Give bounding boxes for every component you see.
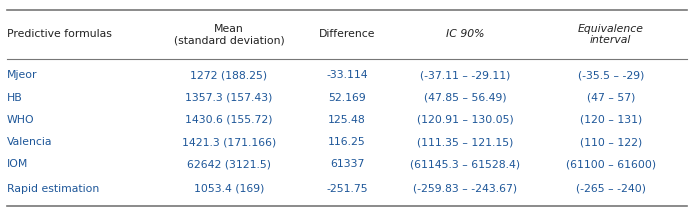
Text: 1272 (188.25): 1272 (188.25) xyxy=(190,70,268,80)
Text: Mean
(standard deviation): Mean (standard deviation) xyxy=(174,24,285,45)
Text: 62642 (3121.5): 62642 (3121.5) xyxy=(187,159,271,169)
Text: (-37.11 – -29.11): (-37.11 – -29.11) xyxy=(420,70,510,80)
Text: (61100 – 61600): (61100 – 61600) xyxy=(566,159,656,169)
Text: Equivalence
interval: Equivalence interval xyxy=(577,24,644,45)
Text: (61145.3 – 61528.4): (61145.3 – 61528.4) xyxy=(410,159,520,169)
Text: 1430.6 (155.72): 1430.6 (155.72) xyxy=(185,115,273,125)
Text: 1421.3 (171.166): 1421.3 (171.166) xyxy=(182,137,276,147)
Text: WHO: WHO xyxy=(7,115,35,125)
Text: Rapid estimation: Rapid estimation xyxy=(7,184,99,194)
Text: (-259.83 – -243.67): (-259.83 – -243.67) xyxy=(413,184,517,194)
Text: (47.85 – 56.49): (47.85 – 56.49) xyxy=(423,92,507,103)
Text: Valencia: Valencia xyxy=(7,137,53,147)
Text: Predictive formulas: Predictive formulas xyxy=(7,29,112,39)
Text: 52.169: 52.169 xyxy=(328,92,366,103)
Text: 1357.3 (157.43): 1357.3 (157.43) xyxy=(185,92,273,103)
Text: (111.35 – 121.15): (111.35 – 121.15) xyxy=(417,137,513,147)
Text: (47 – 57): (47 – 57) xyxy=(586,92,635,103)
Text: IC 90%: IC 90% xyxy=(446,29,484,39)
Text: (120.91 – 130.05): (120.91 – 130.05) xyxy=(416,115,514,125)
Text: -33.114: -33.114 xyxy=(326,70,368,80)
Text: HB: HB xyxy=(7,92,23,103)
Text: (110 – 122): (110 – 122) xyxy=(579,137,642,147)
Text: 61337: 61337 xyxy=(330,159,364,169)
Text: (120 – 131): (120 – 131) xyxy=(579,115,642,125)
Text: (-265 – -240): (-265 – -240) xyxy=(576,184,645,194)
Text: IOM: IOM xyxy=(7,159,28,169)
Text: 116.25: 116.25 xyxy=(328,137,366,147)
Text: 1053.4 (169): 1053.4 (169) xyxy=(194,184,264,194)
Text: Difference: Difference xyxy=(319,29,375,39)
Text: Mjeor: Mjeor xyxy=(7,70,37,80)
Text: 125.48: 125.48 xyxy=(328,115,366,125)
Text: -251.75: -251.75 xyxy=(326,184,368,194)
Text: (-35.5 – -29): (-35.5 – -29) xyxy=(577,70,644,80)
